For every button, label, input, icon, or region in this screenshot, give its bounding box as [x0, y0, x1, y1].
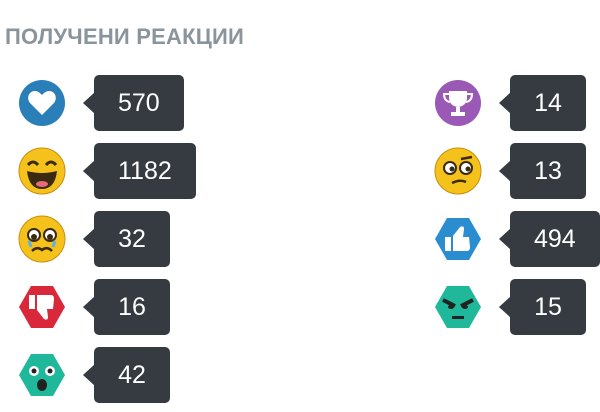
reaction-count: 15 [499, 279, 586, 335]
shocked-face-icon [19, 354, 65, 396]
reaction-count: 1182 [83, 143, 196, 199]
trophy-icon [435, 80, 481, 126]
reaction-count: 494 [499, 211, 600, 267]
reaction-count: 16 [83, 279, 170, 335]
reaction-count: 32 [83, 211, 170, 267]
crying-face-icon [18, 215, 66, 263]
reaction-count: 13 [499, 143, 586, 199]
angry-face-icon [435, 286, 481, 328]
reaction-count: 570 [83, 75, 184, 131]
reaction-count: 42 [83, 347, 170, 403]
section-title: ПОЛУЧЕНИ РЕАКЦИИ [5, 24, 245, 49]
heart-icon [19, 80, 65, 126]
laughing-face-icon [18, 147, 66, 195]
confused-face-icon [434, 147, 482, 195]
reaction-count: 14 [499, 75, 586, 131]
thumbs-down-icon [19, 286, 65, 328]
thumbs-up-icon [435, 218, 481, 260]
